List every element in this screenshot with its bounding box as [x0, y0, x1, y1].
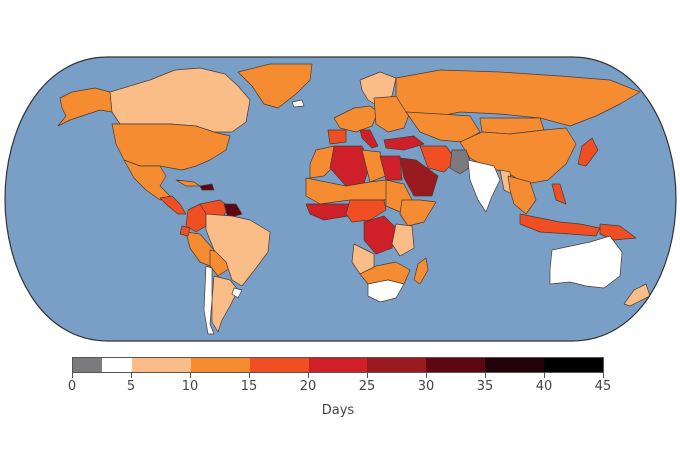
country-western-europe — [333, 105, 379, 133]
legend-tick-label: 10 — [181, 379, 199, 394]
legend-tick-label: 15 — [240, 379, 258, 394]
country-japan — [577, 137, 599, 167]
country-central-america — [159, 195, 187, 215]
country-dr-congo — [363, 215, 397, 255]
country-argentina — [211, 275, 239, 333]
country-turkey — [383, 135, 425, 151]
legend-tick — [426, 373, 427, 378]
country-south-africa — [367, 279, 405, 303]
country-spain — [327, 129, 347, 145]
country-madagascar — [413, 257, 429, 285]
legend-tick-label: 35 — [476, 379, 494, 394]
country-southeast-asia — [507, 175, 537, 215]
country-brazil — [205, 213, 271, 287]
country-chile — [203, 265, 215, 335]
legend-tick-label: 25 — [358, 379, 376, 394]
country-libya — [361, 149, 387, 183]
legend-swatch-0-2.5 — [73, 358, 103, 372]
country-east-africa — [391, 223, 415, 257]
legend-tick — [367, 373, 368, 378]
legend-tick — [544, 373, 545, 378]
legend-tick-label: 30 — [417, 379, 435, 394]
legend-color-bar — [72, 357, 604, 373]
legend-tick-label: 5 — [126, 379, 136, 394]
legend-tick-label: 0 — [67, 379, 77, 394]
country-greenland — [237, 63, 313, 109]
legend-swatch-35-40 — [485, 358, 544, 372]
legend-tick-label: 20 — [299, 379, 317, 394]
country-iceland — [291, 99, 305, 108]
legend-swatch-5-10 — [131, 358, 191, 372]
legend-swatch-20-25 — [308, 358, 368, 372]
country-uruguay — [231, 287, 243, 299]
legend-tick-label: 40 — [535, 379, 553, 394]
country-italy — [359, 129, 379, 149]
legend-swatch-10-15 — [190, 358, 250, 372]
legend-tick-label: 45 — [594, 379, 612, 394]
country-pakistan — [449, 149, 473, 175]
country-ecuador — [179, 225, 191, 237]
legend-tick — [308, 373, 309, 378]
world-map-svg — [4, 56, 677, 342]
legend-tick — [72, 373, 73, 378]
map-frame — [4, 56, 677, 342]
country-new-zealand — [623, 283, 651, 307]
country-indonesia — [519, 213, 601, 237]
country-india — [467, 159, 501, 213]
legend-tick — [190, 373, 191, 378]
world-map — [4, 56, 677, 342]
countries-layer — [57, 63, 651, 335]
country-saudi-arabia — [399, 157, 439, 197]
country-hispaniola — [199, 183, 215, 191]
legend-swatch-40-45 — [544, 358, 603, 372]
legend-swatch-15-20 — [249, 358, 309, 372]
country-alaska — [57, 87, 113, 127]
legend-tick — [131, 373, 132, 378]
country-egypt — [379, 155, 403, 181]
country-australia — [549, 235, 623, 289]
legend-tick — [603, 373, 604, 378]
country-philippines — [551, 183, 567, 205]
country-mexico — [123, 159, 171, 201]
legend-title: Days — [321, 403, 355, 418]
country-guianas — [223, 203, 243, 219]
legend-swatch-30-35 — [426, 358, 486, 372]
legend-tick — [485, 373, 486, 378]
legend-swatch-25-30 — [367, 358, 427, 372]
legend-tick — [249, 373, 250, 378]
legend-swatch-2.5-5 — [102, 358, 132, 372]
country-ethiopia-horn — [399, 199, 437, 227]
